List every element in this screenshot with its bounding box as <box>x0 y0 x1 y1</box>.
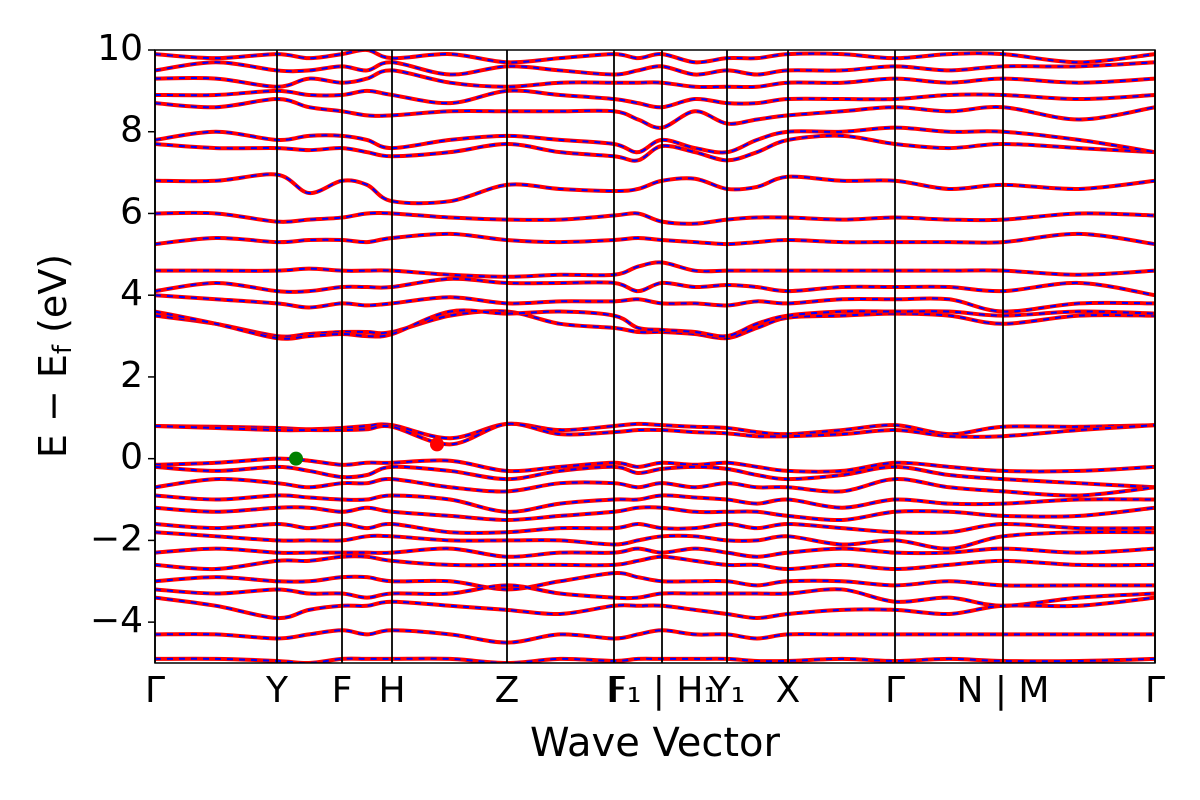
band-line-dashed <box>155 309 1155 340</box>
band-line <box>155 554 1155 572</box>
band-line <box>155 60 1155 77</box>
band-line-dashed <box>155 522 1155 535</box>
x-axis-label: Wave Vector <box>530 720 781 766</box>
band-line <box>155 276 1155 298</box>
y-tick-label: 4 <box>120 273 143 314</box>
x-tick-label: F₁ | H₁ <box>606 670 718 711</box>
band-line-dashed <box>155 261 1155 278</box>
extremum-marker <box>430 437 444 452</box>
band-line <box>155 421 1155 447</box>
band-line <box>155 529 1155 551</box>
x-tick-label: N | M <box>956 670 1049 711</box>
x-tick-label: Γ <box>1145 670 1165 711</box>
band-line-dashed <box>155 584 1155 607</box>
band-line-dashed <box>155 465 1155 489</box>
band-line-dashed <box>155 457 1155 473</box>
band-line <box>155 260 1155 279</box>
y-axis-label: E − Ef (eV) <box>31 254 78 458</box>
band-line-dashed <box>155 69 1155 89</box>
band-line-dashed <box>155 494 1155 513</box>
band-line-dashed <box>155 530 1155 550</box>
band-line-dashed <box>155 50 1155 64</box>
band-line-dashed <box>155 422 1155 440</box>
band-line <box>155 571 1155 592</box>
band-line <box>155 97 1155 130</box>
band-line-dashed <box>155 173 1155 205</box>
band-line <box>155 583 1155 608</box>
x-tick-label: Y₁ <box>708 670 745 711</box>
band-line-dashed <box>155 555 1155 571</box>
band-line <box>155 595 1155 621</box>
band-line-dashed <box>155 294 1155 313</box>
band-line <box>155 293 1155 314</box>
y-label-unit: (eV) <box>31 254 75 345</box>
band-line <box>155 50 1155 65</box>
x-tick-label: H <box>378 670 405 711</box>
band-line-dashed <box>155 277 1155 297</box>
y-tick-label: 2 <box>120 355 143 396</box>
y-tick-label: −2 <box>90 518 143 559</box>
plot-frame <box>154 49 1156 664</box>
x-tick-label: Y <box>265 670 289 711</box>
band-line <box>155 521 1155 536</box>
x-tick-label: Γ <box>885 670 905 711</box>
y-tick-label: −4 <box>90 600 143 641</box>
y-label-main: E − E <box>31 354 75 458</box>
band-line-dashed <box>155 126 1155 154</box>
y-tick-label: 8 <box>120 110 143 151</box>
x-tick-label: X <box>776 670 801 711</box>
band-line-dashed <box>155 211 1155 225</box>
band-line-dashed <box>155 572 1155 591</box>
band-line <box>155 210 1155 226</box>
band-line-dashed <box>155 232 1155 246</box>
y-label-sub: f <box>48 344 78 354</box>
x-tick-label: F <box>332 670 353 711</box>
y-tick-label: 6 <box>120 191 143 232</box>
y-tick-label: 0 <box>120 437 143 478</box>
x-tick-label: I <box>609 670 620 711</box>
band-line-dashed <box>155 98 1155 129</box>
band-line-dashed <box>155 596 1155 620</box>
band-line <box>155 628 1155 645</box>
x-tick-label: Z <box>495 670 520 711</box>
band-line <box>155 505 1155 523</box>
band-line-dashed <box>155 629 1155 644</box>
band-line-dashed <box>155 89 1155 109</box>
band-line-dashed <box>155 506 1155 522</box>
x-tick-label: Γ <box>145 670 165 711</box>
band-line-dashed <box>155 547 1155 558</box>
band-line-dashed <box>155 478 1155 497</box>
band-line-dashed <box>155 61 1155 76</box>
bands <box>155 50 1155 663</box>
extremum-marker <box>289 451 303 466</box>
band-line-dashed <box>155 134 1155 162</box>
band-line <box>155 172 1155 206</box>
band-line-dashed <box>155 657 1155 663</box>
band-line <box>155 477 1155 498</box>
y-tick-label: 10 <box>97 28 143 69</box>
